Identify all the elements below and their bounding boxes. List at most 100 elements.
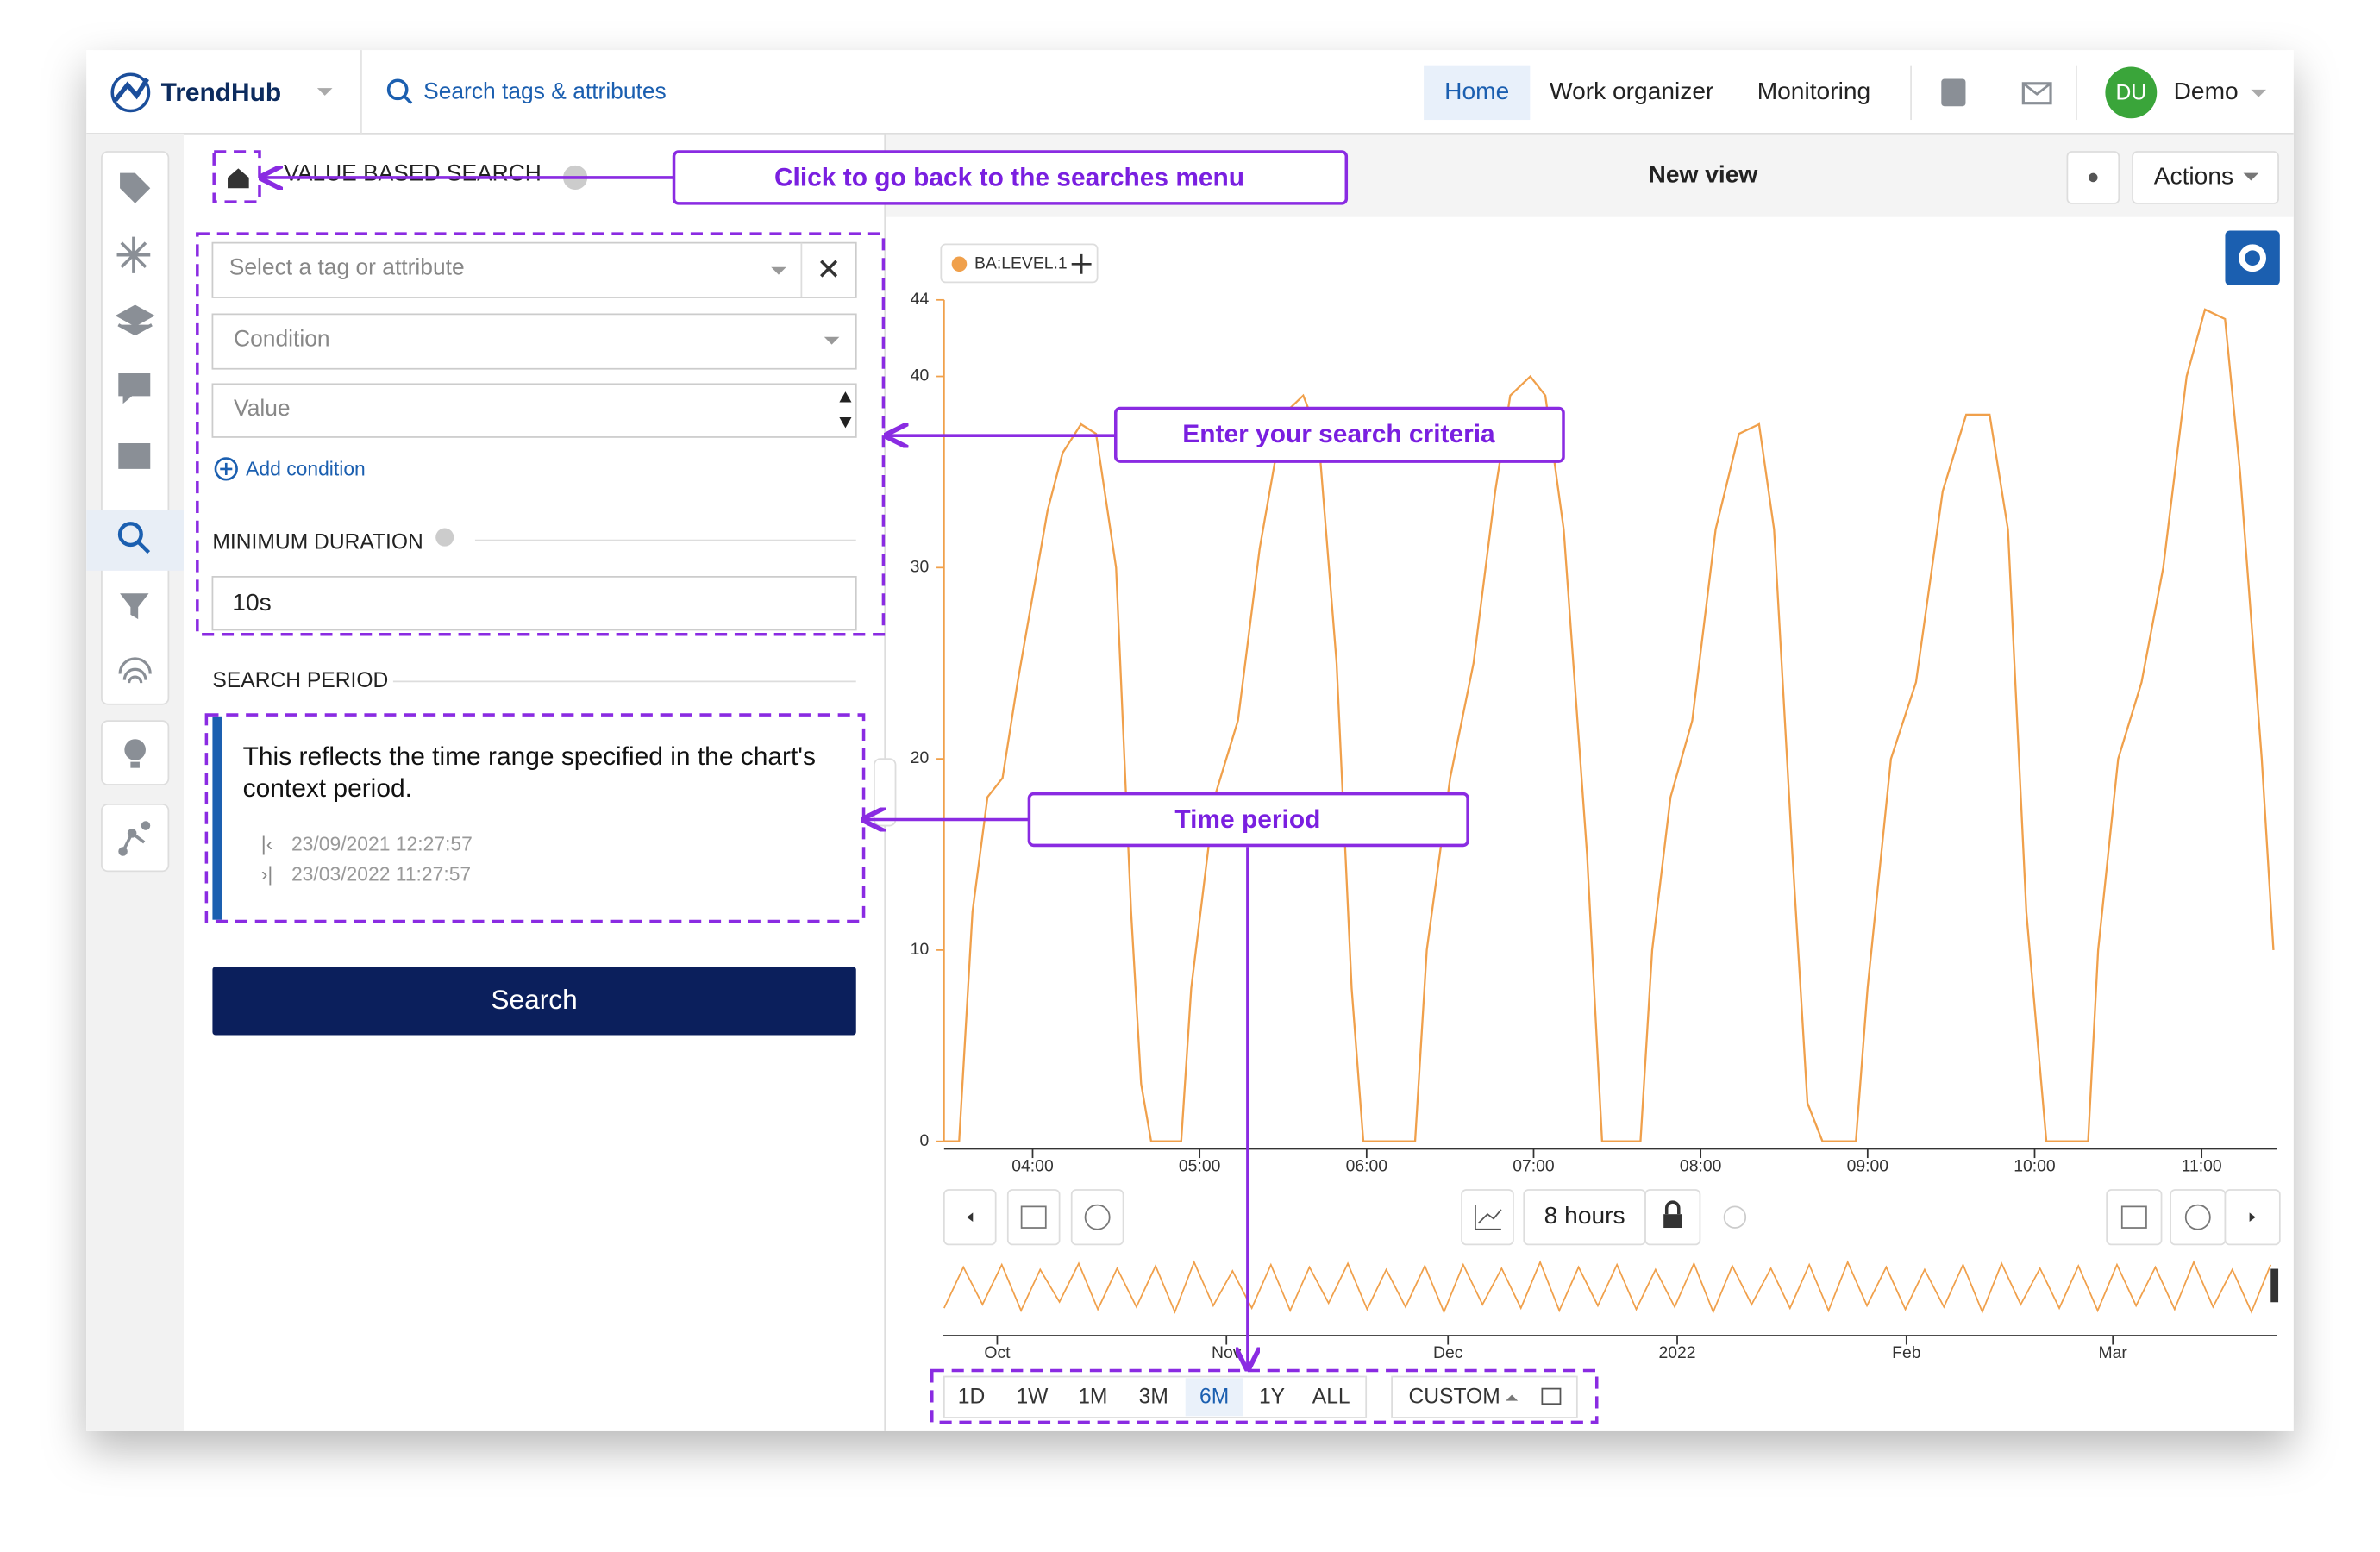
custom-box	[1391, 1375, 1578, 1418]
header: TrendHub Search tags & attributes Home W…	[86, 50, 2294, 135]
plot: 0 10 20 30 40 44 04:00 05:00 06:00 07:00 08:00 09:0…	[911, 253, 2277, 1362]
chart-controls: 8 hours	[943, 1189, 2281, 1336]
x-tick-label: 04:00	[1012, 1157, 1054, 1176]
nav-link[interactable]: Work organizer	[1550, 78, 1713, 104]
period-start: 23/09/2021 12:27:57	[291, 832, 473, 854]
callout	[1027, 792, 1469, 848]
panel-title: VALUE BASED SEARCH	[284, 160, 542, 185]
callout-text: Click to go back to the searches menu	[774, 164, 1244, 192]
navigator-label: Feb	[1892, 1343, 1920, 1362]
zoom-button[interactable]: 1W	[1016, 1386, 1049, 1409]
legend-label: BA:LEVEL.1	[974, 253, 1068, 272]
search-button[interactable]	[212, 967, 856, 1036]
search-icon[interactable]	[117, 522, 143, 548]
calendar-button[interactable]	[2106, 1189, 2163, 1246]
y-tick-label: 44	[911, 290, 930, 309]
actions-button[interactable]	[2132, 151, 2279, 204]
avatar[interactable]	[2105, 66, 2158, 119]
history-button[interactable]	[1723, 1205, 1747, 1229]
help-icon[interactable]	[1941, 78, 1966, 107]
y-tick-label: 20	[911, 748, 930, 767]
period-end: 23/03/2022 11:27:57	[291, 863, 471, 886]
y-tick-label: 0	[919, 1131, 929, 1150]
value-input[interactable]	[211, 383, 857, 438]
navigator-label: Dec	[1433, 1343, 1463, 1362]
chart-type-button[interactable]	[1461, 1189, 1514, 1246]
condition-select[interactable]	[211, 313, 857, 370]
layers-icon[interactable]	[115, 304, 155, 336]
x-tick-label: 07:00	[1513, 1157, 1555, 1176]
mail-icon[interactable]	[2021, 82, 2052, 105]
zoom-button[interactable]: 3M	[1139, 1386, 1168, 1409]
x-tick-label: 09:00	[1847, 1157, 1889, 1176]
duration-input[interactable]	[211, 576, 857, 631]
dashboard-icon[interactable]	[118, 442, 151, 469]
settings-button[interactable]	[2225, 230, 2280, 285]
tag-placeholder: Select a tag or attribute	[229, 254, 465, 280]
idea-icon[interactable]	[124, 739, 146, 760]
logo-icon	[113, 78, 149, 102]
navigator-label: Nov	[1212, 1343, 1242, 1362]
search-tags[interactable]: Search tags & attributes	[423, 78, 667, 103]
x-tick-label: 06:00	[1346, 1157, 1388, 1176]
series-line	[943, 308, 2275, 1142]
callout	[672, 150, 1349, 205]
legend-move-icon	[1071, 253, 1092, 274]
navigator-line	[943, 1260, 2272, 1314]
y-tick-label: 30	[911, 557, 930, 576]
period-label: SEARCH PERIOD	[212, 669, 388, 692]
zoom-button[interactable]: 6M	[1199, 1386, 1229, 1409]
period-text-box: This reflects the time range specified i…	[242, 742, 816, 804]
svg-text:|‹: |‹	[261, 832, 273, 854]
zoom-button[interactable]: 1D	[958, 1386, 985, 1409]
nav-active-bg	[1424, 65, 1531, 121]
fingerprint-icon[interactable]	[118, 657, 152, 684]
zoom-button[interactable]: 1M	[1078, 1386, 1107, 1409]
view-title: New view	[1649, 161, 1758, 188]
legend	[940, 243, 1099, 284]
avatar-initials: DU	[2116, 82, 2147, 105]
tag-select[interactable]	[211, 241, 857, 298]
navigator-label: 2022	[1658, 1343, 1695, 1362]
x-tick-label: 05:00	[1179, 1157, 1221, 1176]
annotations: Click to go back to the searches menu En…	[196, 150, 1599, 1424]
duration-label: MINIMUM DURATION	[212, 531, 423, 554]
zoom-button[interactable]: 1Y	[1259, 1386, 1285, 1409]
calendar-button[interactable]	[1006, 1189, 1061, 1246]
custom-caret	[1506, 1394, 1519, 1401]
navigator-label: Oct	[984, 1343, 1011, 1362]
zoom-bar	[943, 1375, 1368, 1418]
condition-placeholder: Condition	[234, 325, 330, 351]
user-name[interactable]: Demo	[2174, 78, 2239, 104]
clock-button[interactable]	[1070, 1189, 1124, 1246]
filter-icon[interactable]	[120, 593, 149, 620]
y-tick-label: 10	[911, 940, 930, 959]
custom-icon	[1541, 1387, 1562, 1405]
period-text: This reflects the time range specified i…	[242, 742, 816, 804]
zoom-buttons: 1D 1W 1M 3M 6M 1Y ALL CUSTOM	[943, 1375, 1578, 1418]
clock-button[interactable]	[2170, 1189, 2227, 1246]
legend-swatch	[951, 256, 968, 272]
clear-button[interactable]	[820, 260, 838, 278]
nav-link[interactable]: Monitoring	[1757, 78, 1870, 104]
custom-button[interactable]: CUSTOM	[1408, 1386, 1500, 1409]
home-button[interactable]	[228, 168, 249, 189]
callout-text: Enter your search criteria	[1182, 420, 1495, 448]
nav-link[interactable]: Home	[1444, 78, 1509, 104]
add-condition[interactable]: Add condition	[246, 458, 366, 480]
tool-icon[interactable]	[116, 236, 151, 273]
x-tick-label: 10:00	[2014, 1157, 2056, 1176]
x-tick-label: 11:00	[2182, 1157, 2222, 1176]
search-button-label: Search	[491, 984, 577, 1015]
logo[interactable]: TrendHub	[161, 78, 282, 107]
sidebar	[86, 133, 184, 1431]
comment-icon[interactable]	[118, 373, 151, 404]
callout	[1113, 406, 1565, 463]
zoom-button[interactable]: ALL	[1312, 1386, 1350, 1409]
actions-label: Actions	[2154, 162, 2233, 189]
x-tick-label: 08:00	[1680, 1157, 1722, 1176]
y-tick-label: 40	[911, 366, 930, 385]
range-label: 8 hours	[1544, 1202, 1625, 1229]
